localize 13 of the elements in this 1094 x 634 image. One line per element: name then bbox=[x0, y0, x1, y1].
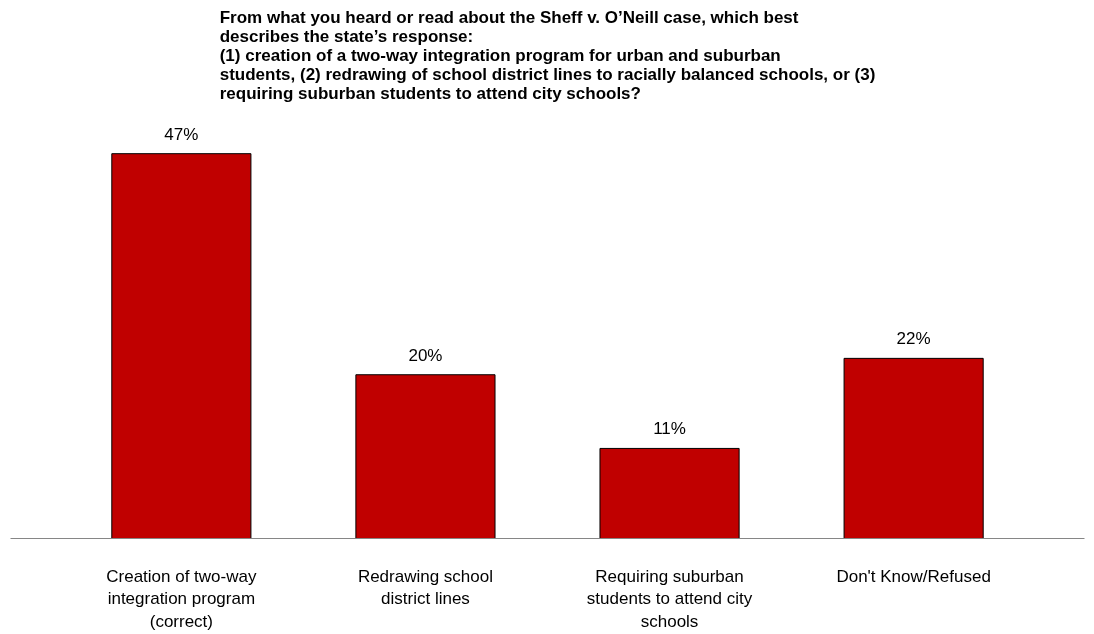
bar bbox=[111, 153, 252, 539]
x-tick-label: Creation of two-way integration program (correct) bbox=[106, 566, 257, 632]
data-label: 20% bbox=[408, 345, 443, 365]
x-tick-label: Redrawing school district lines bbox=[357, 566, 494, 609]
bar bbox=[599, 447, 740, 539]
data-label: 11% bbox=[653, 419, 686, 439]
bar bbox=[843, 357, 984, 539]
chart-title: From what you heard or read about the Sheff v. O’Neill case, which best describes the state’s response: (1) creation of a two-way integration program for urban and suburban students, (2) redrawing of school district lines to racially balanced schools, or (3) requiring suburban students to attend city schools? bbox=[219, 7, 876, 103]
x-tick-label: Don't Know/Refused bbox=[836, 566, 991, 586]
x-tick-label: Requiring suburban students to attend city schools bbox=[586, 566, 753, 632]
data-label: 47% bbox=[164, 124, 199, 144]
data-label: 22% bbox=[896, 329, 931, 349]
bar bbox=[355, 374, 496, 539]
